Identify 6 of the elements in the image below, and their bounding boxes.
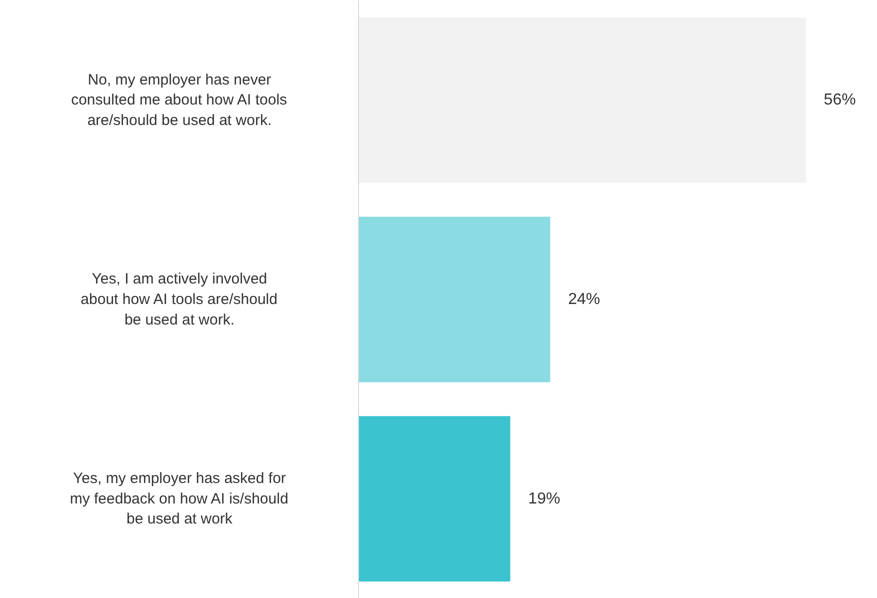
data-label: 24% [568, 291, 600, 308]
data-label: 19% [528, 490, 560, 508]
data-label: 56% [824, 92, 856, 109]
y-tick-label: No, my employer has never consulted me about how AI tools are/should be used at work. [71, 71, 288, 130]
y-tick-label: Yes, I am actively involved about how AI tools are/should be used at work. [80, 270, 278, 328]
y-tick-label: Yes, my employer has asked for my feedback on how AI is/should be used at work [70, 470, 288, 528]
